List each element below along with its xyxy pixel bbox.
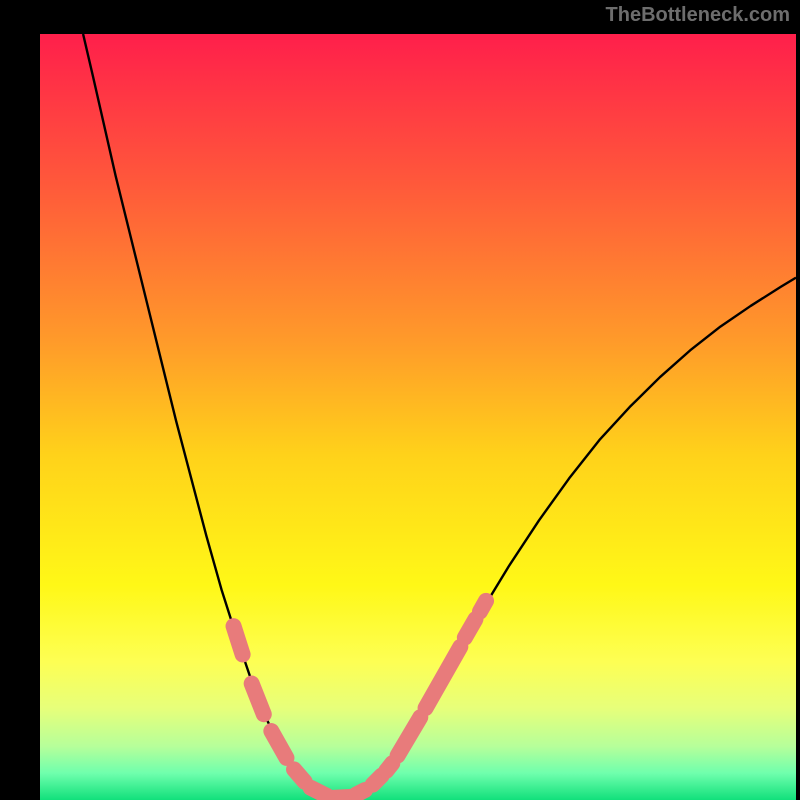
curve-marker-capsule xyxy=(234,626,243,654)
plot-area xyxy=(40,34,796,800)
curve-marker-capsule xyxy=(356,790,365,795)
curve-marker-capsule xyxy=(373,775,382,784)
curve-marker-capsule xyxy=(426,647,461,708)
curve-marker-capsule xyxy=(398,717,421,755)
curve-marker-capsule xyxy=(252,684,264,715)
chart-svg xyxy=(40,34,796,800)
curve-marker-capsule xyxy=(271,731,286,758)
chart-frame: TheBottleneck.com xyxy=(0,0,800,800)
curve-marker-capsule xyxy=(335,797,350,798)
curve-marker-capsule xyxy=(294,769,305,781)
curve-marker-capsule xyxy=(480,601,486,612)
curve-marker-capsule xyxy=(386,763,392,771)
curve-marker-capsule xyxy=(465,619,476,637)
curve-marker-capsule xyxy=(311,788,328,796)
watermark-text: TheBottleneck.com xyxy=(606,4,790,27)
